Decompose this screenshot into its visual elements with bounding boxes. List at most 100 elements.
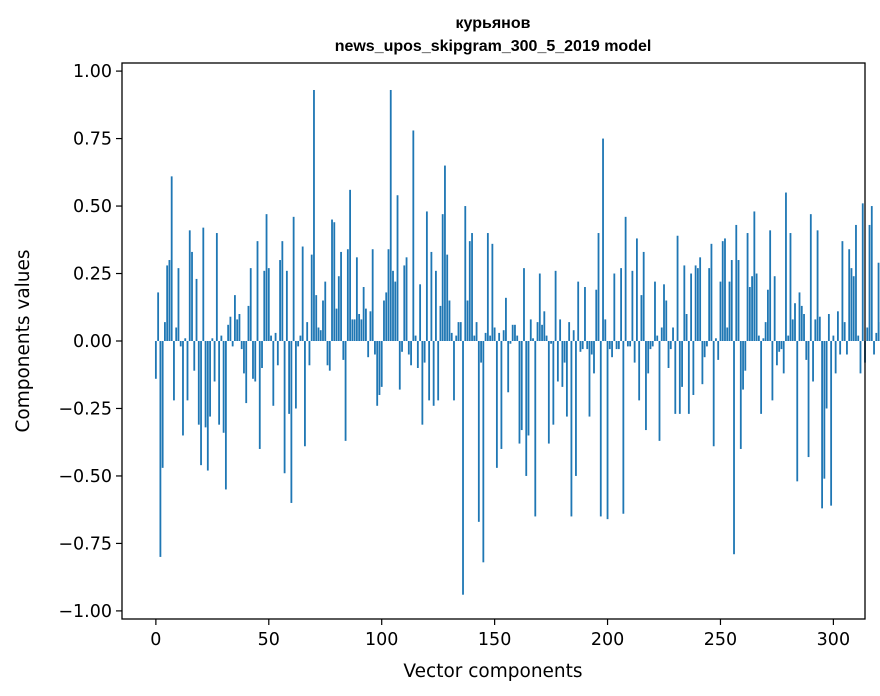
bar	[222, 341, 225, 433]
x-tick-label: 50	[258, 630, 280, 650]
bar	[430, 251, 433, 341]
chart-title: курьянов	[456, 15, 531, 32]
bar	[365, 308, 367, 341]
bar	[565, 341, 568, 417]
bar	[696, 268, 699, 341]
bar	[279, 260, 281, 341]
bar	[507, 341, 510, 393]
bar	[525, 341, 528, 476]
bar	[462, 341, 464, 595]
bar	[599, 341, 602, 517]
bar	[805, 341, 808, 360]
bar	[374, 341, 376, 355]
bar	[712, 341, 715, 447]
bar	[186, 341, 189, 401]
bar	[288, 341, 291, 414]
bar	[215, 233, 218, 341]
bar	[306, 322, 309, 341]
bar	[527, 341, 530, 436]
bar	[254, 341, 257, 382]
bar	[588, 341, 591, 417]
bar	[735, 224, 738, 341]
bar	[608, 341, 611, 350]
bar	[154, 341, 157, 379]
bar	[360, 319, 363, 341]
bar	[798, 292, 801, 341]
x-tick-label: 0	[150, 630, 161, 650]
bar	[604, 319, 607, 341]
bar	[331, 219, 333, 341]
bar	[547, 341, 550, 444]
bar	[581, 341, 584, 350]
bar	[626, 341, 629, 347]
bar	[337, 276, 340, 341]
bar	[638, 341, 641, 401]
bar	[631, 270, 634, 341]
bar	[179, 341, 182, 347]
bar	[848, 249, 851, 341]
bar	[597, 233, 600, 341]
bar	[554, 270, 557, 341]
bar	[486, 233, 489, 341]
bar	[324, 281, 327, 341]
bar	[236, 319, 239, 341]
bar	[437, 341, 440, 401]
bar	[595, 289, 598, 341]
bar	[317, 327, 320, 341]
bar	[432, 341, 435, 406]
bar	[209, 341, 211, 417]
bar	[191, 251, 193, 341]
bar	[730, 260, 733, 341]
bar	[270, 335, 272, 341]
bar	[369, 311, 372, 341]
bar	[536, 322, 539, 341]
bar	[441, 214, 444, 341]
bar	[728, 281, 731, 341]
bar	[579, 341, 582, 352]
bar	[229, 316, 232, 341]
bar	[328, 341, 331, 371]
bar	[572, 330, 575, 341]
bar	[538, 273, 541, 341]
bar	[342, 341, 345, 360]
bar	[561, 341, 564, 387]
bar	[371, 249, 374, 341]
bar	[593, 341, 595, 374]
bar	[355, 257, 358, 341]
bar	[620, 268, 622, 341]
bar	[477, 341, 480, 522]
bar	[500, 341, 503, 449]
bar	[570, 341, 573, 517]
bar	[855, 224, 857, 341]
bar	[563, 341, 566, 363]
bar	[258, 341, 261, 449]
bar	[473, 335, 476, 341]
y-tick-label: 0.75	[73, 130, 112, 150]
bar	[403, 265, 406, 341]
bar	[227, 324, 230, 341]
bar	[550, 341, 552, 344]
bar	[590, 341, 593, 355]
bar	[263, 270, 266, 341]
bar	[398, 341, 401, 390]
bar	[448, 300, 451, 341]
bar	[383, 300, 385, 341]
bar	[800, 305, 803, 341]
bar	[751, 276, 753, 341]
bar	[495, 341, 498, 468]
bar	[446, 254, 449, 341]
x-tick-label: 100	[365, 630, 398, 650]
bar	[611, 341, 613, 358]
bar	[629, 341, 632, 347]
bar	[656, 335, 659, 341]
bar	[159, 341, 162, 557]
bar	[663, 284, 665, 341]
bar	[480, 341, 482, 363]
chart-subtitle: news_upos_skipgram_300_5_2019 model	[335, 38, 652, 55]
bar	[274, 332, 277, 341]
bar	[455, 335, 458, 341]
bar	[543, 311, 546, 341]
bar	[468, 241, 471, 341]
bar	[213, 341, 216, 382]
